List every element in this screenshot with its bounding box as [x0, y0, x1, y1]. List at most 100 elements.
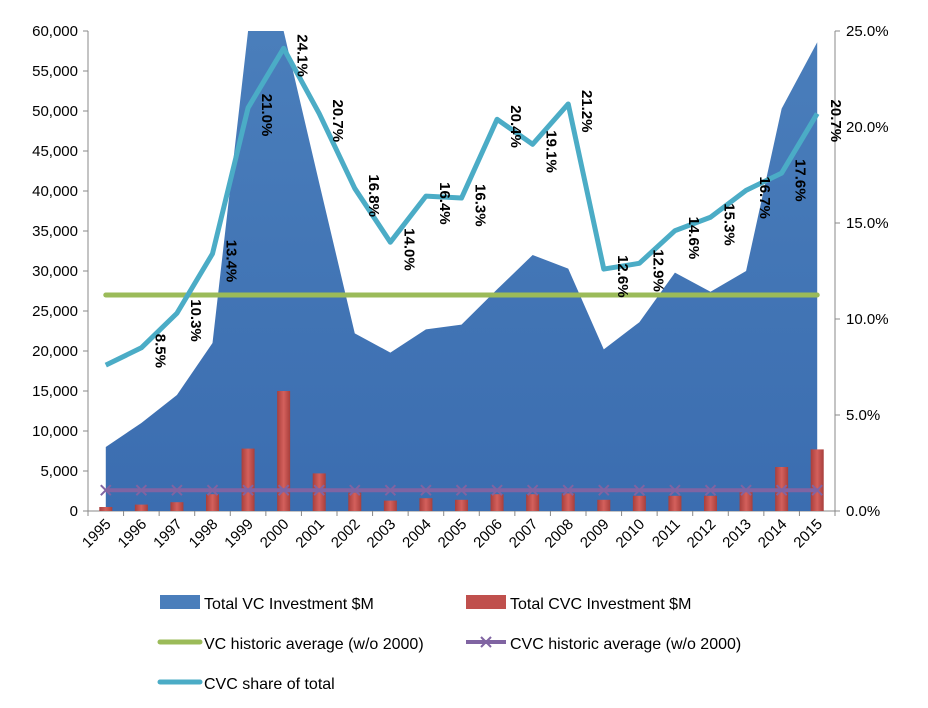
cvc-share-data-label: 21.0% [258, 94, 275, 137]
overlay: 8.5% 10.3% 13.4% 21.0% 24.1% 20.7% 16.8% 14.0% 1… [100, 34, 844, 496]
cvc-investment-bar [632, 495, 646, 511]
left-tick-label: 35,000 [32, 223, 78, 240]
cvc-average-marker [562, 484, 574, 496]
left-tick-label: 15,000 [32, 383, 78, 400]
x-tick-label: 2006 [470, 516, 506, 552]
x-tick-label: 2012 [684, 516, 720, 552]
cvc-share-data-label: 20.4% [507, 105, 524, 148]
cvc-average-marker [775, 484, 788, 496]
cvc-share-data-label: 13.4% [223, 240, 240, 283]
cvc-average-marker [669, 484, 681, 496]
cvc-average-marker [384, 484, 397, 496]
marker-stroke [313, 484, 325, 496]
cvc-investment-bar [597, 499, 611, 511]
cvc-investment-bar [348, 492, 362, 511]
cvc-average-marker [313, 484, 325, 496]
cvc-investment-bar [455, 499, 468, 511]
x-tick-label: 2008 [541, 516, 577, 552]
cvc-share-data-label: 21.2% [578, 90, 595, 133]
legend-label: VC historic average (w/o 2000) [204, 636, 424, 653]
cvc-average-marker [135, 484, 148, 496]
cvc-average-marker [420, 484, 432, 496]
cvc-investment-bar [810, 449, 824, 511]
cvc-average-marker [206, 484, 219, 496]
x-tick-label: 1996 [115, 516, 151, 552]
cvc-share-data-label: 15.3% [721, 203, 738, 246]
cvc-share-data-label: 24.1% [294, 34, 311, 77]
cvc-average-marker [100, 484, 112, 496]
left-tick-label: 60,000 [32, 23, 78, 40]
left-tick-label: 5,000 [40, 463, 78, 480]
marker-stroke [669, 484, 681, 496]
legend-item: CVC historic average (w/o 2000) [466, 636, 741, 653]
cvc-average-marker [455, 484, 468, 496]
cvc-investment-bar [241, 448, 255, 511]
cvc-investment-bar [277, 391, 291, 511]
plot-area [99, 31, 824, 511]
right-tick-label: 5.0% [846, 407, 880, 424]
marker-stroke [740, 484, 752, 496]
cvc-average-marker [598, 484, 610, 496]
cvc-share-data-label: 20.7% [827, 100, 844, 143]
legend-item: Total CVC Investment $M [466, 595, 691, 613]
cvc-average-marker [740, 484, 752, 496]
cvc-average-marker [633, 484, 646, 496]
cvc-investment-bar [170, 502, 184, 511]
cvc-investment-bar [419, 498, 433, 511]
cvc-investment-bar [704, 495, 717, 511]
left-tick-label: 25,000 [32, 303, 78, 320]
cvc-share-data-label: 16.4% [436, 182, 453, 225]
marker-stroke [704, 484, 717, 496]
x-tick-label: 2007 [506, 516, 542, 552]
x-tick-label: 2002 [328, 516, 364, 552]
cvc-average-marker [491, 484, 503, 496]
marker-stroke [100, 484, 112, 496]
right-tick-label: 10.0% [846, 311, 889, 328]
legend-swatch [160, 595, 200, 609]
cvc-average-marker [171, 484, 183, 496]
cvc-average-marker [277, 484, 290, 496]
cvc-share-data-label: 19.1% [543, 130, 560, 173]
right-tick-label: 20.0% [846, 119, 889, 136]
cvc-share-data-label: 20.7% [329, 100, 346, 143]
marker-stroke [598, 484, 610, 496]
x-tick-label: 1995 [79, 516, 115, 552]
cvc-investment-bar [134, 504, 148, 511]
x-tick-label: 2000 [257, 516, 293, 552]
x-tick-label: 2004 [399, 516, 435, 552]
cvc-investment-bar [383, 500, 397, 511]
marker-stroke [135, 484, 148, 496]
cvc-average-marker [526, 484, 539, 496]
cvc-share-data-label: 8.5% [151, 334, 168, 368]
cvc-investment-bar [526, 494, 540, 511]
right-tick-label: 25.0% [846, 23, 889, 40]
cvc-share-data-label: 16.3% [472, 184, 489, 227]
cvc-share-data-label: 16.8% [365, 174, 382, 217]
cvc-investment-bar [206, 494, 219, 511]
marker-stroke [633, 484, 646, 496]
cvc-share-line [104, 45, 820, 368]
cvc-share-data-label: 10.3% [187, 299, 204, 342]
cvc-investment-bar [739, 490, 753, 511]
legend: Total VC Investment $M Total CVC Investme… [157, 595, 741, 693]
x-tick-label: 2010 [613, 516, 649, 552]
marker-stroke [526, 484, 539, 496]
cvc-average-marker [242, 484, 254, 496]
cvc-average-marker [349, 484, 361, 496]
cvc-investment-bar [99, 507, 113, 511]
left-tick-label: 10,000 [32, 423, 78, 440]
marker-stroke [242, 484, 254, 496]
cvc-share-data-label: 16.7% [756, 176, 773, 219]
cvc-average-marker [704, 484, 717, 496]
x-tick-label: 2009 [577, 516, 613, 552]
cvc-investment-bar [490, 494, 504, 511]
left-tick-label: 20,000 [32, 343, 78, 360]
right-tick-label: 0.0% [846, 503, 880, 520]
legend-item: VC historic average (w/o 2000) [157, 636, 424, 653]
x-tick-label: 2015 [790, 516, 826, 552]
cvc-investment-bar [668, 495, 682, 511]
left-tick-label: 0 [70, 503, 78, 520]
marker-stroke [775, 484, 788, 496]
legend-swatch [466, 595, 506, 609]
